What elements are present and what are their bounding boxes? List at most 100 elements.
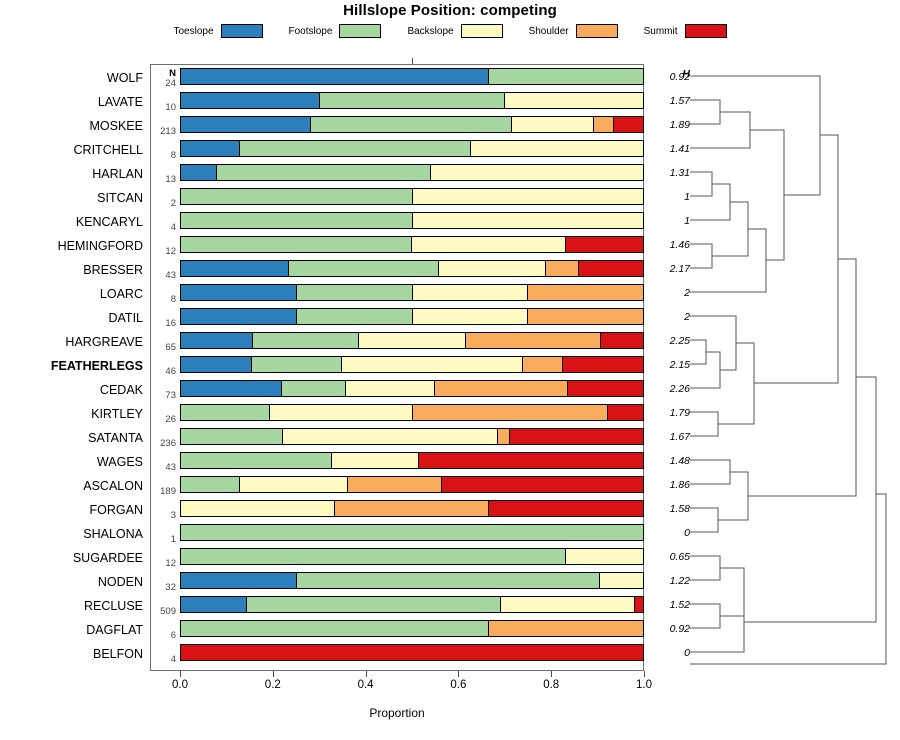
row-n-value: 13 [165,174,176,185]
stacked-bar [180,572,644,589]
bar-segment-backslope [181,501,336,516]
bar-segment-backslope [412,285,529,300]
row-h-value: 0 [684,527,690,539]
row-label: ASCALON [83,479,143,493]
legend-swatch [220,24,263,38]
row-n-value: 16 [165,318,176,329]
chart-row: SUGARDEE 12 0.65 [0,546,900,570]
bar-segment-footslope [296,285,413,300]
stacked-bar [180,188,644,205]
bar-segment-toeslope [181,573,297,588]
bar-segment-footslope [239,141,471,156]
row-n-value: 8 [170,294,176,305]
column-header-h: H [682,68,690,80]
chart-title: Hillslope Position: competing [343,2,557,19]
chart-row: LAVATE 10 1.57 [0,90,900,114]
bar-segment-backslope [346,381,435,396]
bar-segment-footslope [296,309,413,324]
bar-segment-toeslope [181,357,252,372]
bar-segment-backslope [282,429,498,444]
legend-item: Summit [644,24,727,38]
row-label: BRESSER [83,263,143,277]
legend-label: Summit [643,25,678,37]
bar-segment-shoulder [412,405,608,420]
row-label: LAVATE [97,95,143,109]
bar-segment-toeslope [181,309,297,324]
x-axis-tick-label: 0.4 [357,679,374,691]
stacked-bar [180,164,644,181]
bar-segment-summit [607,405,643,420]
x-axis-tick [458,671,460,677]
bar-segment-backslope [240,477,349,492]
row-label: HARLAN [92,167,143,181]
bar-segment-footslope [181,213,413,228]
row-h-value: 1.79 [669,407,690,419]
row-h-value: 1.52 [669,599,690,611]
chart-row: BRESSER 43 2.17 [0,258,900,282]
bar-segment-shoulder [466,333,601,348]
bar-segment-shoulder [348,477,442,492]
row-n-value: 46 [165,366,176,377]
bar-segment-footslope [181,621,490,636]
legend-swatch [339,24,382,38]
bar-segment-footslope [217,165,431,180]
chart-row: NODEN 32 1.22 [0,570,900,594]
row-n-value: 24 [165,78,176,89]
bar-segment-toeslope [181,597,248,612]
row-label: WOLF [106,71,143,85]
row-n-value: 6 [170,630,176,641]
chart-row: CEDAK 73 2.26 [0,378,900,402]
row-h-value: 2.15 [669,359,690,371]
bar-segment-shoulder [434,381,568,396]
stacked-bar [180,236,644,253]
row-n-value: 509 [160,606,176,617]
legend-item: Footslope [289,24,382,38]
bar-segment-footslope [181,525,643,540]
x-axis-tick-label: 0.6 [450,679,467,691]
chart-row: DAGFLAT 6 0.92 [0,618,900,642]
row-n-value: 4 [170,654,176,665]
row-n-value: 8 [170,150,176,161]
bar-segment-summit [614,117,643,132]
row-label: WAGES [96,455,143,469]
stacked-bar [180,524,644,541]
x-axis-tick [180,671,181,677]
chart-row: FEATHERLEGS 46 2.15 [0,354,900,378]
row-h-value: 1 [684,191,690,203]
row-label: SITCAN [97,191,143,205]
legend-swatch [684,24,727,38]
bar-segment-footslope [252,333,360,348]
row-label: RECLUSE [83,599,143,613]
chart-row: HARGREAVE 65 2.25 [0,330,900,354]
row-label: FEATHERLEGS [50,359,143,373]
legend: Toeslope Footslope Backslope Shoulder Summit [0,24,900,38]
row-h-value: 2.25 [669,335,690,347]
chart-row: CRITCHELL 8 1.41 [0,138,900,162]
row-h-value: 1.67 [669,431,690,443]
stacked-bar [180,476,644,493]
bar-segment-footslope [181,453,332,468]
bar-segment-shoulder [522,357,564,372]
bar-segment-toeslope [181,69,490,84]
row-n-value: 32 [165,582,176,593]
bar-segment-footslope [489,69,643,84]
bar-segment-summit [634,597,643,612]
bar-segment-footslope [181,429,283,444]
bar-segment-footslope [181,189,413,204]
x-axis-tick-label: 0.8 [543,679,560,691]
row-h-value: 1.48 [669,455,690,467]
stacked-bar [180,404,644,421]
bar-segment-summit [567,381,643,396]
bar-segment-shoulder [497,429,511,444]
column-header-n: N [169,68,176,79]
chart-row: LOARC 8 2 [0,282,900,306]
row-n-value: 12 [165,246,176,257]
x-axis-tick [365,671,367,677]
bar-segment-footslope [288,261,439,276]
row-n-value: 73 [165,390,176,401]
stacked-bar [180,356,644,373]
bar-segment-backslope [342,357,523,372]
legend-item: Backslope [407,24,503,38]
row-h-value: 0.92 [669,71,690,83]
x-axis-title: Proportion [369,706,425,720]
